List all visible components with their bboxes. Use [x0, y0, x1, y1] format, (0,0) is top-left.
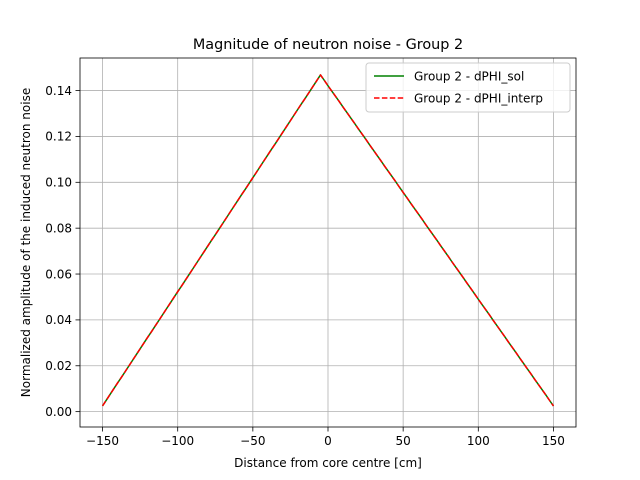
chart-title: Magnitude of neutron noise - Group 2 [193, 37, 463, 53]
legend-label: Group 2 - dPHI_sol [414, 69, 524, 83]
y-tick-label: 0.12 [45, 130, 72, 144]
y-tick-label: 0.06 [45, 267, 72, 281]
legend: Group 2 - dPHI_sol Group 2 - dPHI_interp [365, 62, 571, 113]
x-tick-label: 50 [396, 434, 411, 448]
x-tick-label: −150 [86, 434, 119, 448]
y-tick-label: 0.10 [45, 176, 72, 190]
y-axis-label: Normalized amplitude of the induced neut… [19, 88, 33, 397]
x-tick-label: 0 [324, 434, 332, 448]
x-tick-label: 100 [467, 434, 490, 448]
y-tick-label: 0.02 [45, 359, 72, 373]
x-tick-label: −50 [240, 434, 265, 448]
series-layer [101, 74, 555, 407]
x-tick-label: −100 [161, 434, 194, 448]
legend-label: Group 2 - dPHI_interp [414, 91, 543, 105]
legend-box [365, 62, 571, 113]
series-line-dphi-interp [101, 74, 555, 407]
x-axis-ticks: −150 −100 −50 0 50 100 150 [86, 427, 565, 448]
y-axis-ticks: 0.00 0.02 0.04 0.06 0.08 0.10 0.12 0.14 [45, 84, 80, 419]
y-tick-label: 0.04 [45, 313, 72, 327]
y-tick-label: 0.00 [45, 405, 72, 419]
y-tick-label: 0.14 [45, 84, 72, 98]
x-axis-label: Distance from core centre [cm] [234, 456, 422, 470]
x-tick-label: 150 [542, 434, 565, 448]
y-tick-label: 0.08 [45, 221, 72, 235]
